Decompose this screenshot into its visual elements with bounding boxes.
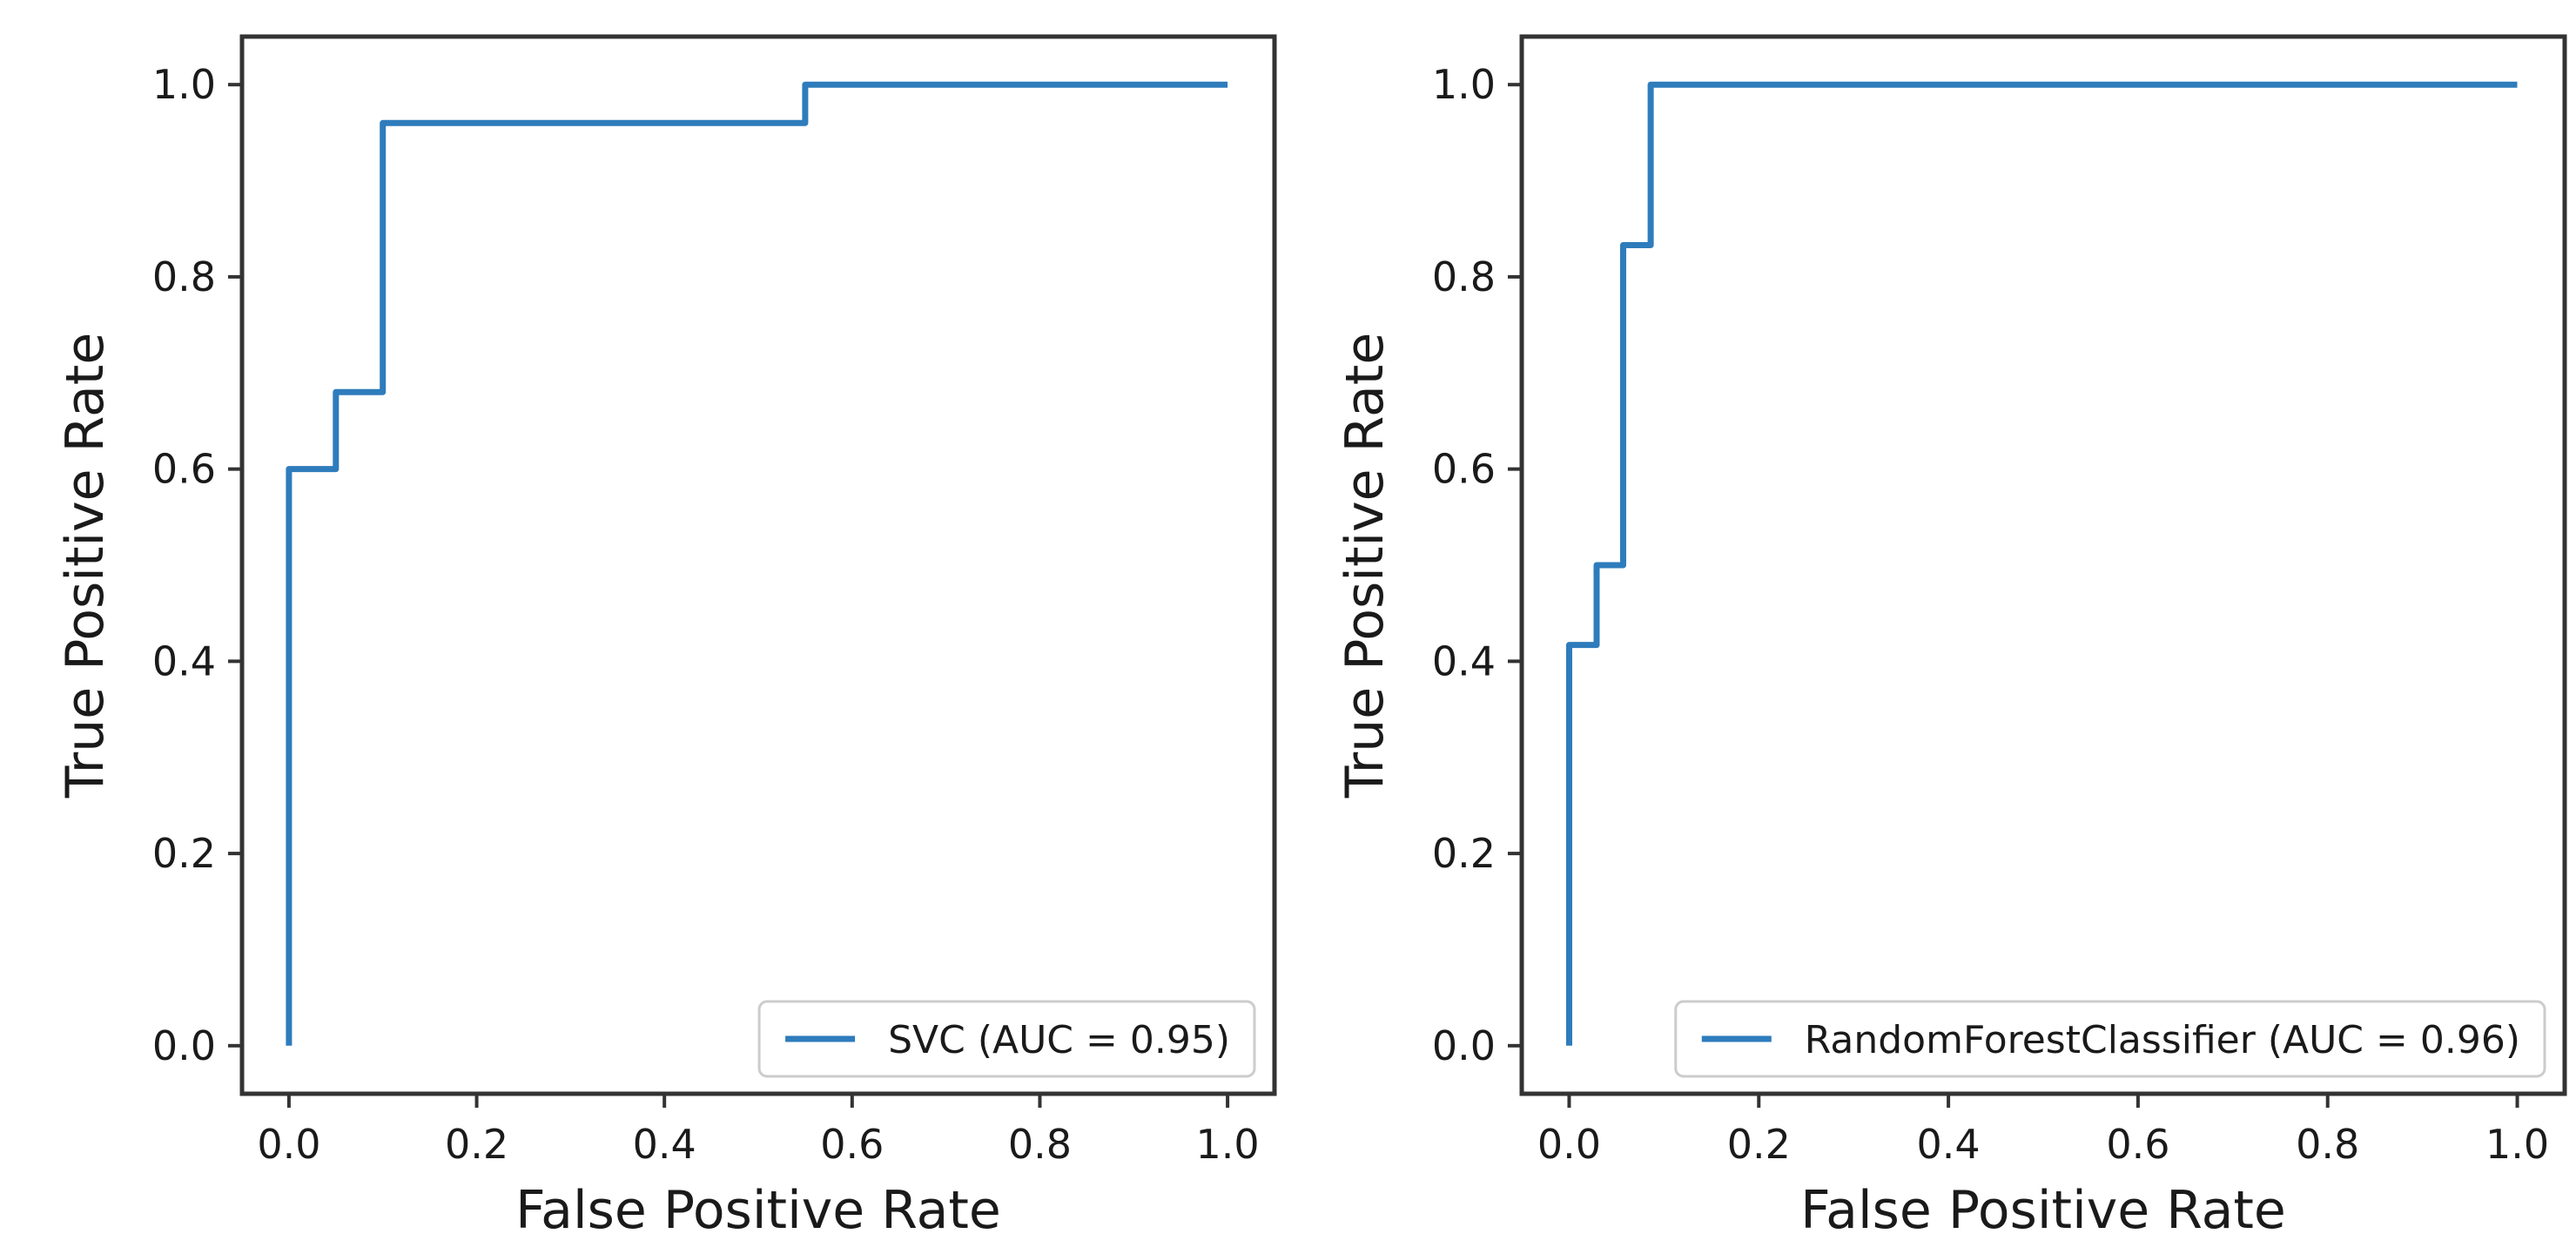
y-tick-label: 0.8 [152,253,216,300]
roc-curve [286,81,1228,1046]
roc-curve [1566,81,2518,1046]
axes-spines [239,34,1277,1096]
y-tick-label: 0.4 [1432,637,1496,684]
y-tick-label: 0.8 [1432,253,1496,300]
y-tick-label: 1.0 [152,61,216,108]
x-tick-label: 0.6 [2106,1121,2169,1168]
y-axis-label: True Positive Rate [1335,333,1396,799]
y-tick-label: 0.4 [152,637,216,684]
y-tick-label: 0.0 [1432,1022,1496,1069]
axes-spines [1519,34,2567,1096]
y-tick-label: 0.6 [152,446,216,493]
roc-plot-0: 0.0 0.2 0.4 0.6 0.8 1.0 0.0 0.2 0.4 0.6 0.8 1.0 Fals… [55,34,1277,1241]
y-tick-label: 0.2 [152,830,216,877]
x-tick-label: 1.0 [2485,1121,2549,1168]
legend-box [757,1000,1256,1078]
y-tick-label: 1.0 [1432,61,1496,108]
x-tick-label: 0.2 [445,1121,508,1168]
roc-plot-1: 0.0 0.2 0.4 0.6 0.8 1.0 0.0 0.2 0.4 0.6 0.8 1.0 Fals… [1335,34,2567,1241]
x-tick-label: 0.4 [633,1121,696,1168]
x-tick-label: 0.6 [820,1121,884,1168]
x-tick-label: 0.2 [1727,1121,1791,1168]
x-axis-label: False Positive Rate [515,1180,1001,1241]
x-tick-label: 0.8 [1008,1121,1072,1168]
y-axis-label: True Positive Rate [55,333,116,799]
legend-box [1674,1000,2546,1078]
legend-label: SVC (AUC = 0.95) [888,1018,1230,1062]
x-tick-label: 0.0 [1537,1121,1601,1168]
legend: RandomForestClassifier (AUC = 0.96) [1674,1000,2546,1078]
y-tick-label: 0.6 [1432,446,1496,493]
legend-label: RandomForestClassifier (AUC = 0.96) [1805,1018,2520,1062]
x-axis-label: False Positive Rate [1800,1180,2286,1241]
x-tick-label: 0.0 [257,1121,320,1168]
x-tick-label: 0.8 [2296,1121,2359,1168]
y-tick-label: 0.0 [152,1022,216,1069]
legend: SVC (AUC = 0.95) [757,1000,1256,1078]
x-tick-label: 1.0 [1196,1121,1260,1168]
y-tick-label: 0.2 [1432,830,1496,877]
x-tick-label: 0.4 [1917,1121,1981,1168]
